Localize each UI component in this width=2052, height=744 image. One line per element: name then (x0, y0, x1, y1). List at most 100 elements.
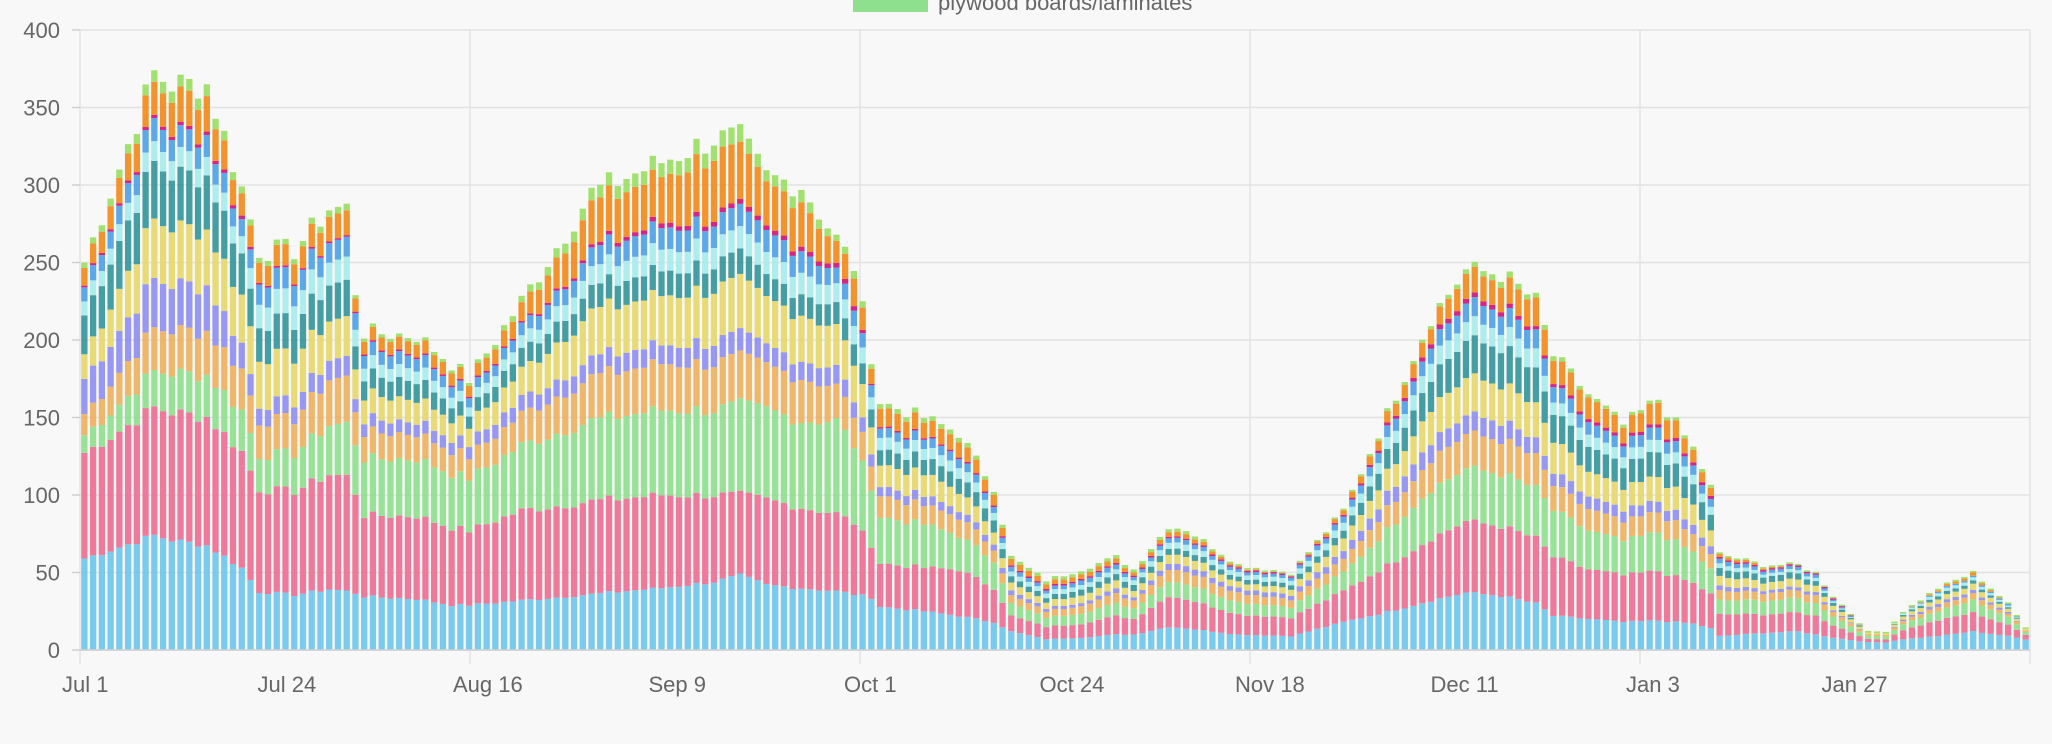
bar-segment[interactable] (1287, 600, 1295, 608)
bar-segment[interactable] (623, 260, 630, 281)
bar-segment[interactable] (737, 328, 744, 351)
bar-stack[interactable] (667, 159, 674, 650)
bar-segment[interactable] (833, 240, 840, 263)
bar-segment[interactable] (1830, 637, 1837, 650)
bar-segment[interactable] (1655, 620, 1662, 650)
bar-segment[interactable] (911, 564, 919, 610)
bar-segment[interactable] (1305, 595, 1312, 609)
bar-segment[interactable] (1550, 402, 1557, 415)
bar-segment[interactable] (1506, 303, 1513, 308)
bar-segment[interactable] (754, 357, 761, 403)
bar-segment[interactable] (1008, 602, 1015, 616)
bar-segment[interactable] (938, 529, 945, 569)
bar-segment[interactable] (483, 393, 490, 408)
bar-segment[interactable] (1917, 602, 1924, 604)
bar-segment[interactable] (448, 443, 455, 456)
bar-segment[interactable] (833, 418, 840, 513)
bar-segment[interactable] (1559, 361, 1566, 386)
bar-segment[interactable] (2013, 621, 2021, 625)
bar-segment[interactable] (1139, 614, 1146, 634)
bar-segment[interactable] (247, 288, 254, 327)
bar-stack[interactable] (1314, 539, 1321, 650)
bar-segment[interactable] (1838, 608, 1846, 610)
bar-segment[interactable] (1436, 303, 1443, 307)
bar-segment[interactable] (1279, 617, 1286, 636)
bar-segment[interactable] (1287, 577, 1295, 581)
bar-segment[interactable] (1156, 628, 1164, 650)
bar-segment[interactable] (194, 147, 202, 169)
bar-segment[interactable] (1375, 490, 1382, 510)
bar-stack[interactable] (212, 118, 219, 650)
bar-segment[interactable] (1183, 531, 1190, 535)
bar-segment[interactable] (1113, 615, 1120, 635)
bar-segment[interactable] (1847, 623, 1854, 627)
bar-segment[interactable] (544, 388, 551, 405)
bar-segment[interactable] (492, 402, 499, 425)
bar-stack[interactable] (815, 219, 823, 650)
bar-segment[interactable] (570, 242, 578, 279)
bar-stack[interactable] (326, 210, 333, 650)
bar-segment[interactable] (142, 127, 149, 131)
bar-segment[interactable] (1576, 389, 1583, 412)
bar-segment[interactable] (658, 495, 665, 589)
bar-segment[interactable] (159, 331, 167, 374)
bar-segment[interactable] (1156, 601, 1164, 629)
bar-segment[interactable] (256, 593, 263, 650)
bar-segment[interactable] (1419, 421, 1426, 453)
bar-segment[interactable] (98, 225, 106, 232)
bar-segment[interactable] (1567, 517, 1575, 562)
bar-segment[interactable] (116, 330, 123, 373)
bar-segment[interactable] (457, 390, 464, 402)
bar-stack[interactable] (1200, 539, 1207, 650)
bar-segment[interactable] (369, 340, 377, 342)
bar-segment[interactable] (413, 424, 420, 438)
bar-segment[interactable] (1716, 585, 1723, 591)
bar-segment[interactable] (81, 301, 88, 316)
bar-segment[interactable] (247, 395, 254, 434)
bar-segment[interactable] (955, 519, 962, 538)
bar-segment[interactable] (203, 285, 210, 331)
bar-segment[interactable] (824, 236, 831, 264)
bar-stack[interactable] (1244, 568, 1251, 650)
bar-segment[interactable] (1086, 568, 1094, 572)
bar-segment[interactable] (876, 465, 884, 488)
bar-segment[interactable] (1541, 422, 1548, 456)
bar-segment[interactable] (658, 249, 665, 272)
bar-segment[interactable] (772, 301, 779, 348)
bar-segment[interactable] (343, 474, 350, 591)
bar-stack[interactable] (168, 91, 175, 650)
bar-segment[interactable] (1620, 489, 1627, 512)
bar-segment[interactable] (597, 241, 604, 246)
bar-segment[interactable] (1515, 479, 1522, 532)
bar-segment[interactable] (1462, 521, 1470, 593)
bar-segment[interactable] (1698, 472, 1706, 483)
bar-segment[interactable] (151, 118, 158, 142)
bar-segment[interactable] (1943, 584, 1951, 587)
bar-segment[interactable] (1663, 442, 1671, 454)
bar-segment[interactable] (1690, 484, 1697, 505)
bar-segment[interactable] (439, 447, 447, 472)
bar-segment[interactable] (1410, 410, 1417, 437)
bar-segment[interactable] (378, 352, 385, 365)
bar-segment[interactable] (221, 390, 228, 433)
bar-segment[interactable] (361, 424, 368, 438)
bar-segment[interactable] (789, 251, 796, 256)
bar-segment[interactable] (1296, 568, 1303, 574)
bar-segment[interactable] (98, 271, 106, 287)
bar-segment[interactable] (684, 273, 691, 298)
bar-segment[interactable] (509, 381, 516, 408)
bar-segment[interactable] (1524, 294, 1531, 300)
bar-segment[interactable] (1401, 382, 1408, 386)
bar-segment[interactable] (946, 434, 954, 450)
bar-segment[interactable] (1655, 439, 1662, 453)
bar-segment[interactable] (1847, 632, 1854, 641)
bar-segment[interactable] (737, 199, 744, 204)
bar-stack[interactable] (343, 203, 350, 650)
bar-segment[interactable] (1830, 598, 1837, 600)
bar-segment[interactable] (264, 330, 272, 365)
bar-stack[interactable] (1051, 576, 1059, 650)
bar-segment[interactable] (1978, 592, 1986, 598)
bar-segment[interactable] (1620, 468, 1627, 490)
bar-segment[interactable] (850, 448, 858, 525)
bar-segment[interactable] (352, 346, 359, 370)
